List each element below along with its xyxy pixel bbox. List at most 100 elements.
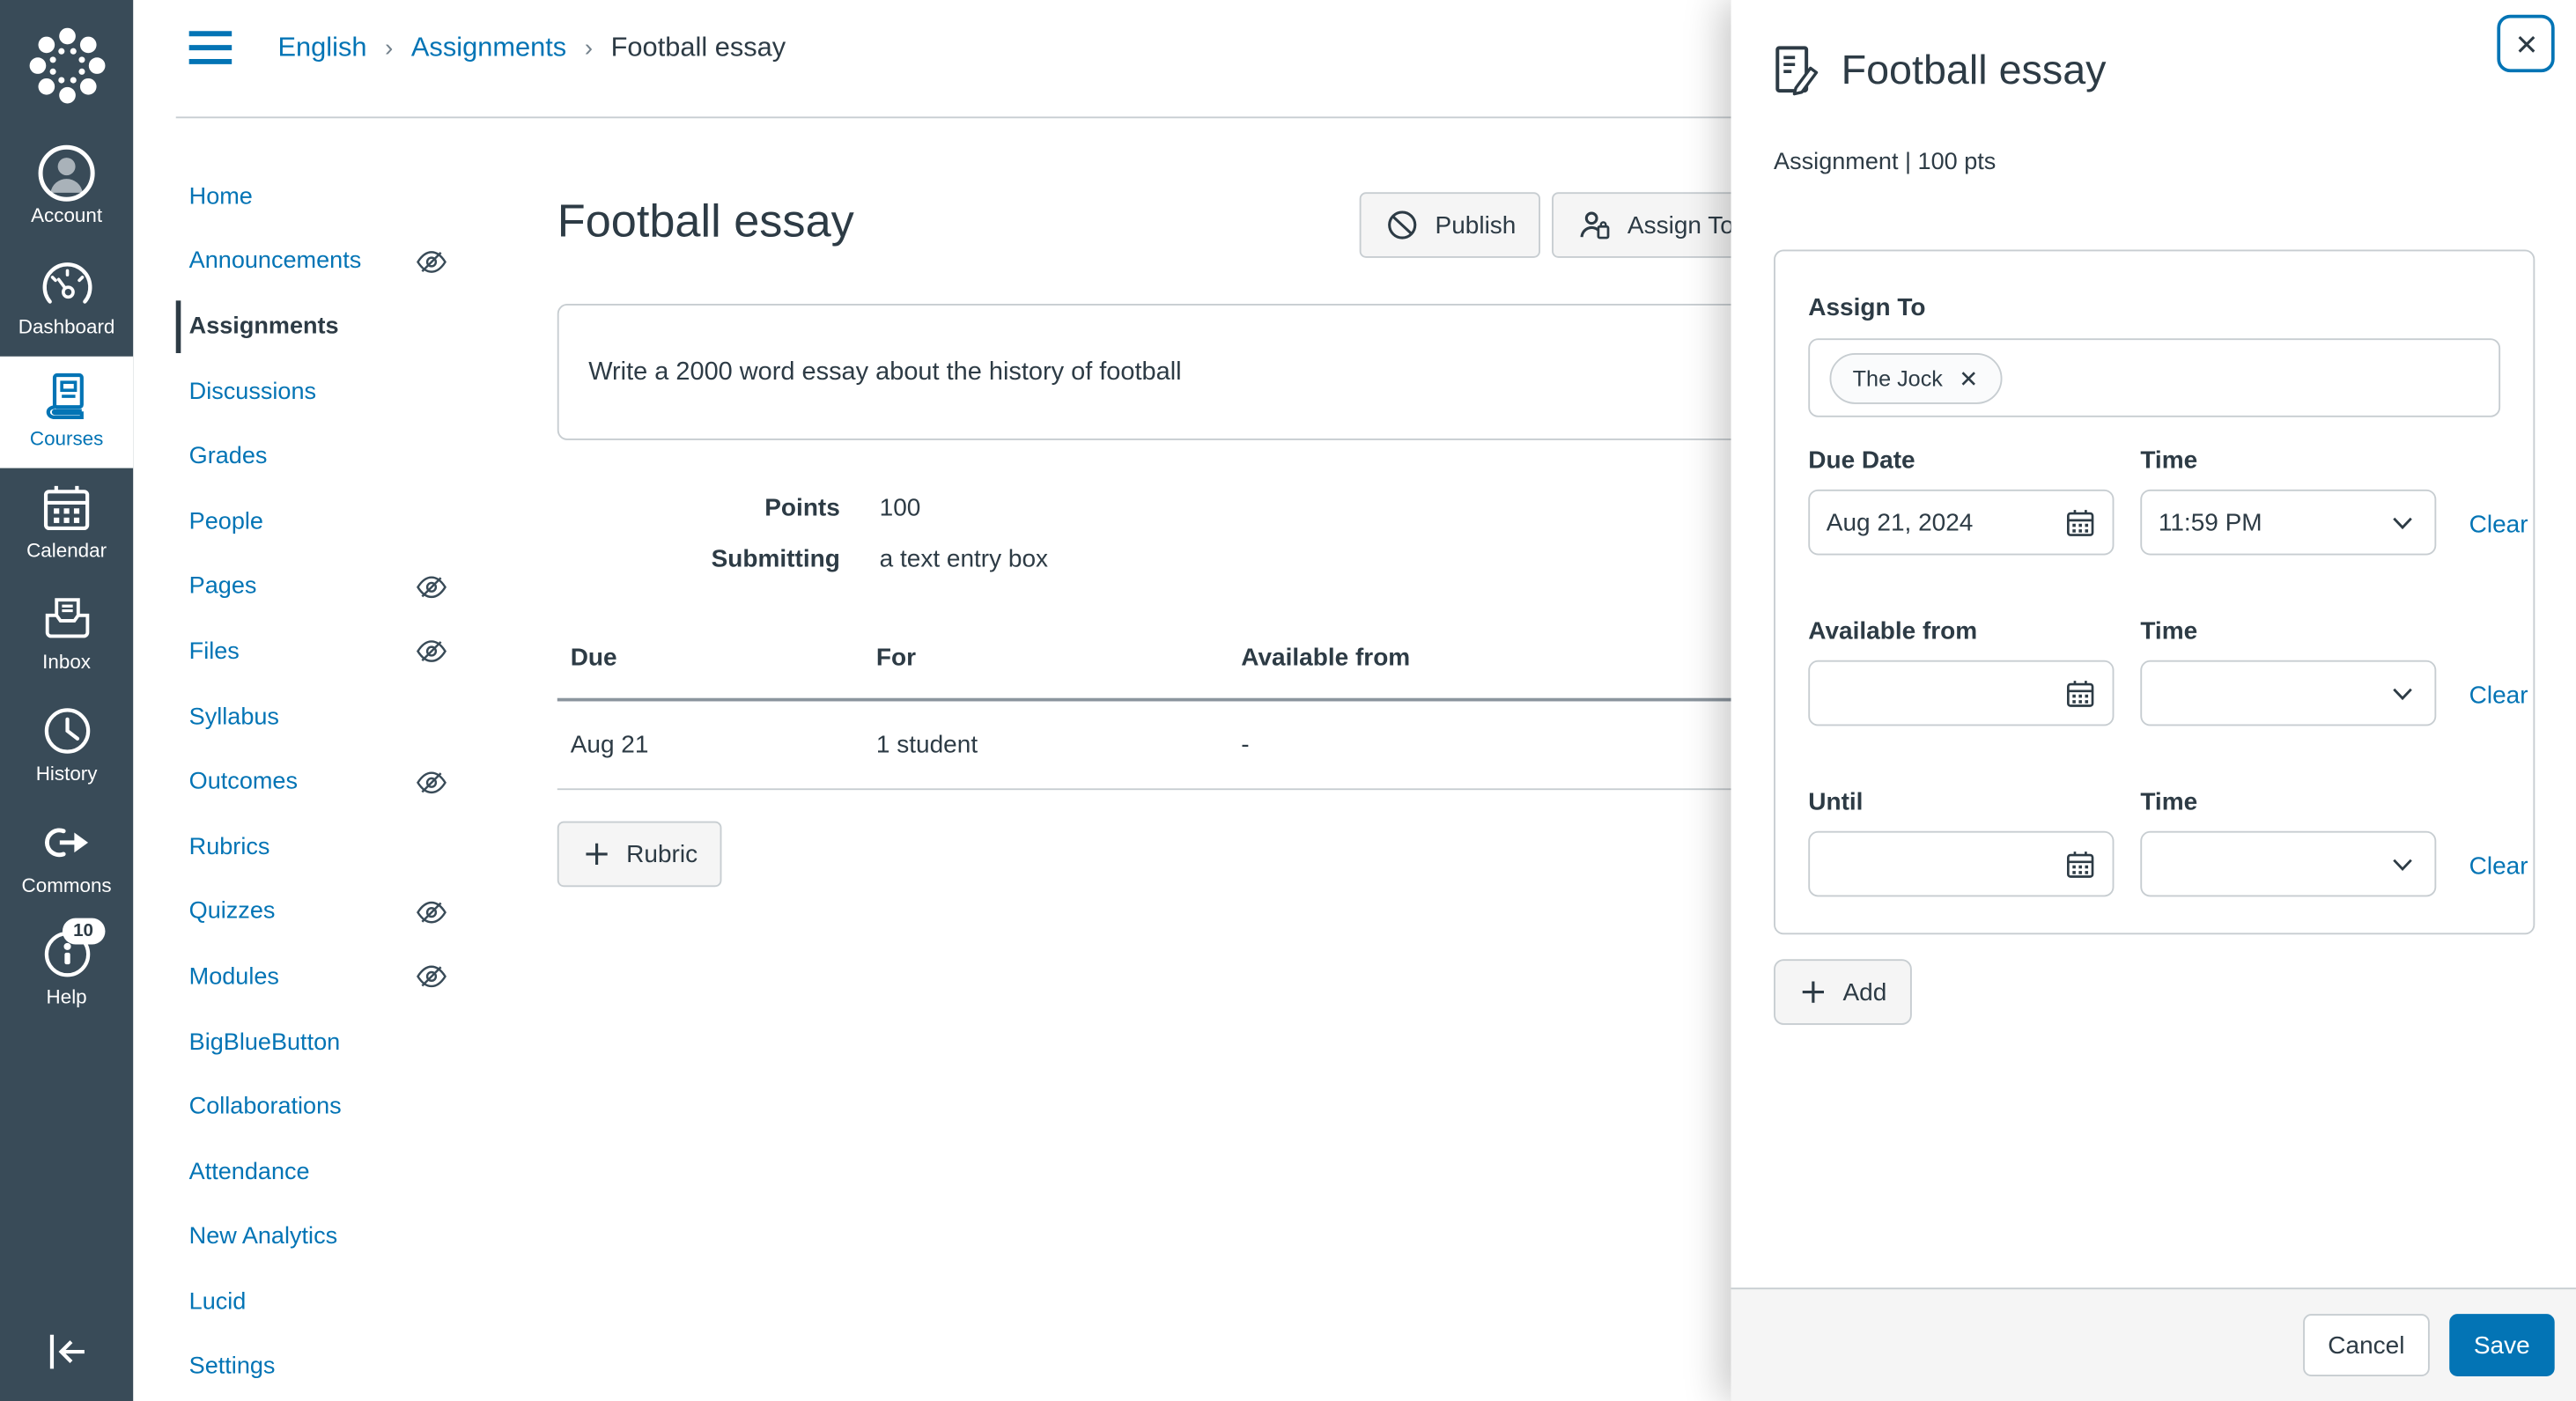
due-date-field[interactable] bbox=[1808, 489, 2115, 556]
course-nav-collaborations[interactable]: Collaborations bbox=[188, 1094, 342, 1121]
col-header-for: For bbox=[875, 644, 917, 672]
course-nav: Home Announcements Assignments Discussio… bbox=[175, 165, 477, 1400]
sidebar-item-dashboard[interactable]: Dashboard bbox=[0, 245, 133, 357]
sidebar-item-label: Commons bbox=[21, 874, 112, 897]
hidden-eye-icon bbox=[414, 895, 448, 929]
chevron-down-icon[interactable] bbox=[2387, 848, 2417, 879]
calendar-icon[interactable] bbox=[2064, 677, 2095, 708]
assign-to-card: Assign To The Jock Due Date Time bbox=[1774, 249, 2535, 935]
account-avatar-icon bbox=[36, 150, 97, 195]
course-nav-rubrics[interactable]: Rubrics bbox=[188, 834, 270, 860]
breadcrumb-assignments-link[interactable]: Assignments bbox=[410, 32, 567, 62]
hidden-eye-icon bbox=[414, 570, 448, 604]
until-input[interactable] bbox=[1826, 850, 2065, 878]
until-time-input[interactable] bbox=[2158, 850, 2388, 878]
close-tray-button[interactable] bbox=[2497, 14, 2555, 73]
due-time-input[interactable] bbox=[2158, 508, 2388, 536]
tray-subtitle: Assignment | 100 pts bbox=[1774, 149, 1997, 176]
course-nav-pages[interactable]: Pages bbox=[189, 555, 477, 620]
clear-due-link[interactable]: Clear bbox=[2469, 511, 2528, 539]
remove-tag-icon[interactable] bbox=[1958, 367, 1979, 388]
chevron-down-icon[interactable] bbox=[2387, 506, 2417, 537]
available-from-time-field[interactable] bbox=[2140, 660, 2437, 726]
course-nav-assignments[interactable]: Assignments bbox=[175, 294, 477, 359]
canvas-logo[interactable] bbox=[22, 0, 111, 133]
submitting-value: a text entry box bbox=[879, 545, 1049, 573]
until-time-label: Time bbox=[2140, 788, 2198, 817]
calendar-icon[interactable] bbox=[2064, 848, 2095, 879]
course-nav-discussions[interactable]: Discussions bbox=[188, 379, 317, 405]
course-nav-attendance[interactable]: Attendance bbox=[188, 1159, 310, 1186]
add-override-button[interactable]: Add bbox=[1774, 959, 1912, 1025]
sidebar-item-calendar[interactable]: Calendar bbox=[0, 468, 133, 580]
sidebar-item-history[interactable]: History bbox=[0, 691, 133, 803]
col-header-due: Due bbox=[570, 644, 617, 672]
course-nav-new-analytics[interactable]: New Analytics bbox=[188, 1224, 338, 1250]
available-from-field[interactable] bbox=[1808, 660, 2115, 726]
available-from-row: Available from Time Clear bbox=[1808, 617, 2528, 726]
assignment-edit-icon bbox=[1774, 44, 1819, 97]
sidebar-item-courses[interactable]: Courses bbox=[0, 356, 134, 468]
calendar-icon[interactable] bbox=[2064, 506, 2095, 537]
due-date-input[interactable] bbox=[1826, 508, 2065, 536]
course-nav-grades[interactable]: Grades bbox=[188, 443, 268, 470]
course-nav-announcements[interactable]: Announcements bbox=[189, 229, 477, 294]
course-nav-bigbluebutton[interactable]: BigBlueButton bbox=[188, 1029, 341, 1056]
course-nav-syllabus[interactable]: Syllabus bbox=[188, 704, 279, 731]
course-nav-quizzes[interactable]: Quizzes bbox=[189, 880, 477, 945]
hidden-eye-icon bbox=[414, 635, 448, 669]
until-field[interactable] bbox=[1808, 830, 2115, 897]
collapse-nav-button[interactable] bbox=[31, 1316, 103, 1388]
hidden-eye-icon bbox=[414, 960, 448, 994]
calendar-icon bbox=[40, 484, 94, 530]
course-nav-lucid[interactable]: Lucid bbox=[188, 1288, 247, 1316]
due-time-label: Time bbox=[2140, 446, 2198, 476]
breadcrumb-bar: English › Assignments › Football essay bbox=[186, 21, 786, 74]
assignee-tag-label: The Jock bbox=[1852, 365, 1943, 390]
hamburger-menu-icon[interactable] bbox=[186, 28, 235, 68]
until-time-field[interactable] bbox=[2140, 830, 2437, 897]
sidebar-item-help[interactable]: 10 Help bbox=[0, 915, 133, 1027]
save-button[interactable]: Save bbox=[2448, 1314, 2555, 1377]
commons-share-icon bbox=[39, 820, 94, 866]
cell-for: 1 student bbox=[875, 731, 978, 759]
points-label: Points bbox=[764, 494, 840, 523]
sidebar-item-commons[interactable]: Commons bbox=[0, 803, 133, 915]
assignee-input[interactable]: The Jock bbox=[1808, 338, 2501, 417]
course-nav-outcomes[interactable]: Outcomes bbox=[189, 749, 477, 815]
chevron-down-icon[interactable] bbox=[2387, 677, 2417, 708]
due-time-field[interactable] bbox=[2140, 489, 2437, 556]
course-nav-modules[interactable]: Modules bbox=[189, 945, 477, 1010]
submitting-row: Submitting a text entry box bbox=[557, 543, 1048, 576]
plus-icon bbox=[1798, 977, 1828, 1007]
clear-available-from-link[interactable]: Clear bbox=[2469, 682, 2528, 710]
assignment-description: Write a 2000 word essay about the histor… bbox=[557, 304, 1751, 440]
points-row: Points 100 bbox=[557, 493, 1048, 526]
course-nav-settings[interactable]: Settings bbox=[188, 1353, 276, 1381]
header-divider bbox=[175, 116, 1731, 119]
hidden-eye-icon bbox=[414, 245, 448, 279]
sidebar-item-label: History bbox=[35, 762, 98, 785]
breadcrumb-course-link[interactable]: English bbox=[277, 32, 367, 62]
help-icon: 10 bbox=[39, 918, 105, 977]
course-nav-home[interactable]: Home bbox=[188, 183, 253, 210]
clear-until-link[interactable]: Clear bbox=[2469, 852, 2528, 881]
available-from-time-label: Time bbox=[2140, 617, 2198, 646]
tray-header: Football essay bbox=[1731, 0, 2576, 99]
sidebar-item-label: Calendar bbox=[26, 538, 107, 562]
breadcrumb-separator: › bbox=[584, 33, 594, 62]
points-value: 100 bbox=[879, 494, 921, 523]
course-nav-people[interactable]: People bbox=[188, 508, 263, 535]
cancel-button[interactable]: Cancel bbox=[2303, 1314, 2430, 1377]
available-from-input[interactable] bbox=[1826, 679, 2065, 707]
add-rubric-button[interactable]: Rubric bbox=[557, 821, 723, 888]
course-nav-files[interactable]: Files bbox=[189, 619, 477, 684]
cell-due: Aug 21 bbox=[570, 731, 649, 759]
available-from-time-input[interactable] bbox=[2158, 679, 2388, 707]
sidebar-item-inbox[interactable]: Inbox bbox=[0, 579, 133, 691]
available-from-label: Available from bbox=[1808, 617, 1978, 646]
breadcrumb-current: Football essay bbox=[610, 32, 786, 62]
due-date-row: Due Date Time Clear bbox=[1808, 446, 2528, 556]
publish-button[interactable]: Publish bbox=[1359, 192, 1541, 258]
sidebar-item-account[interactable]: Account bbox=[0, 133, 133, 245]
